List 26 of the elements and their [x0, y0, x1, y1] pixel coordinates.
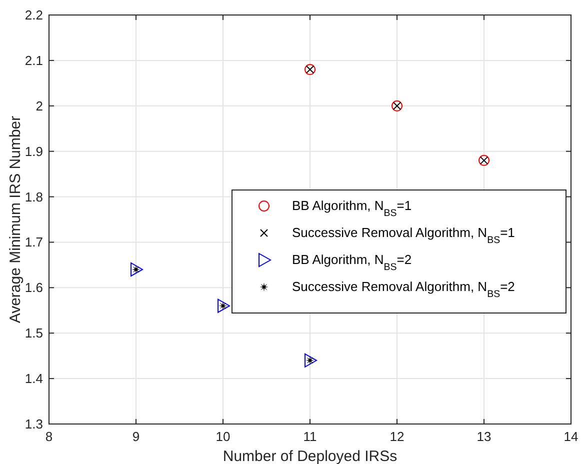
- legend-label: Successive Removal Algorithm, N$_{BS}$=1: [292, 225, 515, 246]
- y-tick-label: 1.8: [24, 189, 43, 204]
- x-tick-label: 8: [45, 429, 53, 444]
- x-tick-label: 12: [390, 429, 404, 444]
- y-axis-title: Average Minimum IRS Number: [7, 116, 24, 324]
- y-tick-label: 2.1: [24, 52, 43, 68]
- y-tick-label: 1.5: [24, 326, 43, 341]
- point: [218, 298, 230, 313]
- x-tick-label: 13: [476, 429, 492, 444]
- legend-label: Successive Removal Algorithm, N$_{BS}$=2: [292, 279, 515, 300]
- y-tick-label: 1.3: [24, 416, 43, 432]
- y-tick-label: 1.9: [24, 144, 43, 159]
- y-tick-label: 1.7: [24, 234, 43, 250]
- point: [130, 262, 143, 276]
- x-tick-label: 10: [216, 429, 230, 444]
- legend-label: BB Algorithm, N$_{BS}$=2: [292, 252, 412, 272]
- x-tick-label: 11: [303, 429, 317, 444]
- x-axis-title: Number of Deployed IRSs: [222, 448, 398, 464]
- legend-label: BB Algorithm, N$_{BS}$=1: [292, 198, 412, 218]
- y-tick-label: 1.6: [24, 280, 43, 296]
- y-tick-label: 1.4: [24, 371, 43, 386]
- y-tick-label: 2: [36, 98, 43, 114]
- x-tick-label: 9: [132, 429, 140, 444]
- point: [304, 353, 317, 368]
- x-tick-label: 14: [564, 429, 578, 444]
- y-tick-label: 2.2: [24, 8, 43, 22]
